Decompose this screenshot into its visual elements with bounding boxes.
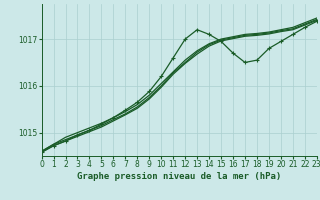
X-axis label: Graphe pression niveau de la mer (hPa): Graphe pression niveau de la mer (hPa) (77, 172, 281, 181)
